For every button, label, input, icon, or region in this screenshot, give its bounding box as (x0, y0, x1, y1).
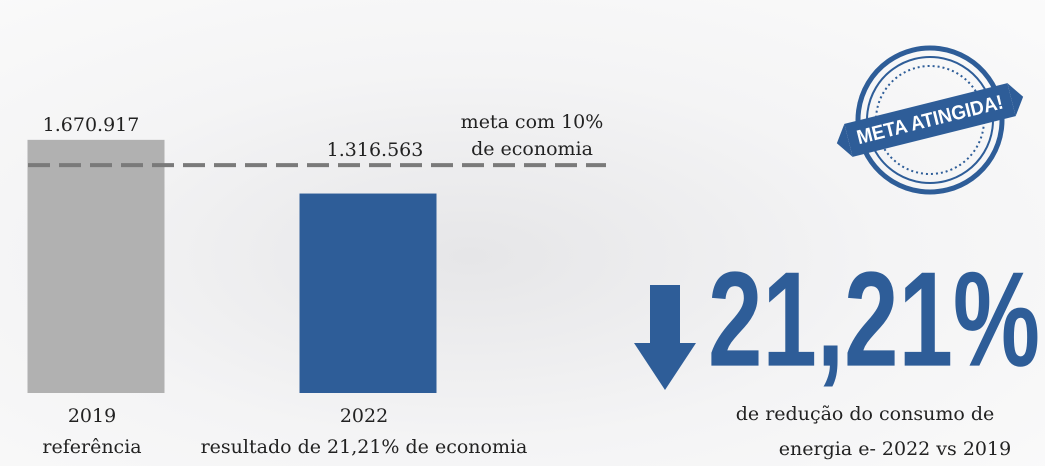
target-label: meta com 10% (461, 111, 604, 133)
highlight-value: 21,21% (708, 244, 1040, 395)
bar (300, 194, 437, 393)
x-tick-note: resultado de 21,21% de economia (201, 436, 528, 458)
value-label: 1.316.563 (327, 139, 424, 161)
x-tick-note: referência (42, 436, 141, 458)
bar (28, 140, 165, 393)
x-tick-label: 2019 (68, 405, 116, 427)
x-tick-label: 2022 (340, 405, 388, 427)
value-label: 1.670.917 (43, 114, 140, 136)
target-label: de economia (471, 138, 593, 160)
infographic: 1.670.917 1.316.563 meta com 10% de economi… (0, 0, 1045, 466)
highlight-caption: energia e- 2022 vs 2019 (779, 438, 1011, 460)
highlight-caption: de redução do consumo de (736, 403, 994, 425)
